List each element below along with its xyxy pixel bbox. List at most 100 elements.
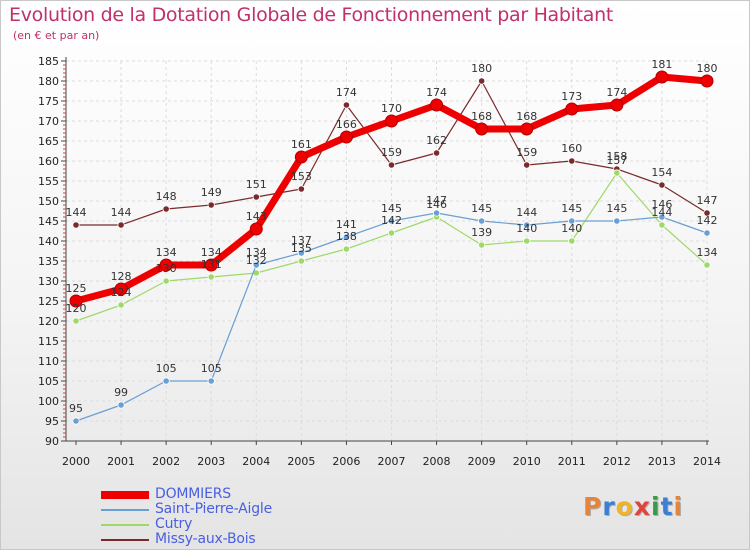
data-label-cutry: 144 bbox=[651, 206, 672, 219]
data-point-cutry bbox=[297, 257, 305, 265]
data-point-missy-aux-bois bbox=[297, 185, 305, 193]
x-tick-label: 2002 bbox=[152, 455, 180, 468]
y-tick-label: 155 bbox=[38, 175, 59, 188]
data-point-missy-aux-bois bbox=[568, 157, 576, 165]
data-point-dommiers bbox=[69, 294, 83, 308]
chart-title: Evolution de la Dotation Globale de Fonc… bbox=[9, 4, 614, 26]
x-tick-label: 2011 bbox=[558, 455, 586, 468]
legend-swatch bbox=[101, 539, 149, 541]
data-label-dommiers: 161 bbox=[291, 138, 312, 151]
data-label-cutry: 135 bbox=[291, 242, 312, 255]
data-label-missy-aux-bois: 174 bbox=[336, 86, 357, 99]
data-point-cutry bbox=[613, 169, 621, 177]
x-tick-label: 2009 bbox=[468, 455, 496, 468]
x-tick-label: 2001 bbox=[107, 455, 135, 468]
data-label-missy-aux-bois: 162 bbox=[426, 134, 447, 147]
y-tick-label: 135 bbox=[38, 255, 59, 268]
data-point-saint-pierre-aigle bbox=[162, 377, 170, 385]
y-tick-label: 145 bbox=[38, 215, 59, 228]
x-tick-label: 2005 bbox=[287, 455, 315, 468]
data-label-missy-aux-bois: 149 bbox=[201, 186, 222, 199]
y-tick-label: 175 bbox=[38, 95, 59, 108]
y-tick-label: 150 bbox=[38, 195, 59, 208]
data-label-dommiers: 174 bbox=[606, 86, 627, 99]
x-tick-label: 2003 bbox=[197, 455, 225, 468]
data-label-missy-aux-bois: 159 bbox=[516, 146, 537, 159]
series-line-saint-pierre-aigle bbox=[75, 212, 708, 422]
data-label-missy-aux-bois: 160 bbox=[561, 142, 582, 155]
data-point-missy-aux-bois bbox=[342, 101, 351, 109]
data-point-missy-aux-bois bbox=[117, 221, 125, 229]
chart-subtitle: (en € et par an) bbox=[13, 29, 100, 42]
data-point-saint-pierre-aigle bbox=[523, 221, 531, 229]
data-point-missy-aux-bois bbox=[72, 221, 80, 229]
data-point-dommiers bbox=[610, 98, 624, 112]
legend-swatch bbox=[101, 509, 149, 511]
data-label-dommiers: 134 bbox=[201, 246, 222, 259]
data-label-saint-pierre-aigle: 99 bbox=[114, 386, 128, 399]
logo-letter: i bbox=[673, 492, 684, 521]
data-label-cutry: 131 bbox=[201, 258, 222, 271]
x-tick-label: 2012 bbox=[603, 455, 631, 468]
data-label-cutry: 140 bbox=[561, 222, 582, 235]
data-label-saint-pierre-aigle: 145 bbox=[606, 202, 627, 215]
data-label-dommiers: 166 bbox=[336, 118, 357, 131]
data-label-cutry: 142 bbox=[381, 214, 402, 227]
legend-label: Cutry bbox=[155, 516, 193, 532]
x-tick-label: 2013 bbox=[648, 455, 676, 468]
data-point-dommiers bbox=[475, 122, 489, 136]
data-label-saint-pierre-aigle: 137 bbox=[291, 234, 312, 247]
data-label-dommiers: 168 bbox=[516, 110, 537, 123]
data-label-saint-pierre-aigle: 134 bbox=[246, 246, 267, 259]
x-tick-label: 2004 bbox=[242, 455, 270, 468]
data-point-missy-aux-bois bbox=[523, 161, 531, 169]
data-label-cutry: 157 bbox=[606, 154, 627, 167]
logo-letter: P bbox=[583, 492, 603, 521]
logo-letter: r bbox=[602, 492, 616, 521]
logo-letter: i bbox=[651, 492, 661, 521]
data-label-saint-pierre-aigle: 144 bbox=[516, 206, 537, 219]
data-label-dommiers: 143 bbox=[246, 210, 267, 223]
data-point-saint-pierre-aigle bbox=[342, 233, 351, 241]
data-point-cutry bbox=[658, 221, 666, 229]
data-point-missy-aux-bois bbox=[703, 209, 711, 217]
data-point-cutry bbox=[207, 273, 215, 281]
data-label-missy-aux-bois: 151 bbox=[246, 178, 267, 191]
data-label-cutry: 132 bbox=[246, 254, 267, 267]
data-point-dommiers bbox=[385, 114, 398, 128]
data-point-saint-pierre-aigle bbox=[387, 217, 396, 225]
data-point-missy-aux-bois bbox=[207, 201, 215, 209]
data-label-missy-aux-bois: 158 bbox=[606, 150, 627, 163]
data-label-cutry: 120 bbox=[66, 302, 87, 315]
data-point-saint-pierre-aigle bbox=[72, 417, 80, 425]
data-label-cutry: 139 bbox=[471, 226, 492, 239]
y-tick-label: 120 bbox=[38, 315, 59, 328]
data-label-saint-pierre-aigle: 142 bbox=[697, 214, 718, 227]
data-point-dommiers bbox=[565, 102, 579, 116]
data-label-cutry: 138 bbox=[336, 230, 357, 243]
data-point-saint-pierre-aigle bbox=[478, 217, 486, 225]
y-tick-label: 180 bbox=[38, 75, 59, 88]
data-label-dommiers: 168 bbox=[471, 110, 492, 123]
data-label-dommiers: 181 bbox=[651, 58, 672, 71]
legend-label: Missy-aux-Bois bbox=[155, 531, 256, 547]
data-label-dommiers: 180 bbox=[697, 62, 718, 75]
data-label-missy-aux-bois: 144 bbox=[111, 206, 132, 219]
data-point-dommiers bbox=[700, 74, 714, 88]
data-label-saint-pierre-aigle: 95 bbox=[69, 402, 83, 415]
data-label-saint-pierre-aigle: 147 bbox=[426, 194, 447, 207]
data-point-missy-aux-bois bbox=[478, 77, 486, 85]
y-tick-label: 185 bbox=[38, 55, 59, 68]
data-label-saint-pierre-aigle: 145 bbox=[381, 202, 402, 215]
data-label-saint-pierre-aigle: 146 bbox=[651, 198, 672, 211]
legend-label: Saint-Pierre-Aigle bbox=[155, 501, 272, 517]
data-point-missy-aux-bois bbox=[658, 181, 666, 189]
y-tick-label: 95 bbox=[45, 415, 59, 428]
data-label-saint-pierre-aigle: 145 bbox=[471, 202, 492, 215]
data-point-saint-pierre-aigle bbox=[432, 209, 441, 217]
data-point-missy-aux-bois bbox=[162, 205, 170, 213]
y-tick-label: 140 bbox=[38, 235, 59, 248]
data-label-missy-aux-bois: 159 bbox=[381, 146, 402, 159]
data-label-dommiers: 125 bbox=[66, 282, 87, 295]
